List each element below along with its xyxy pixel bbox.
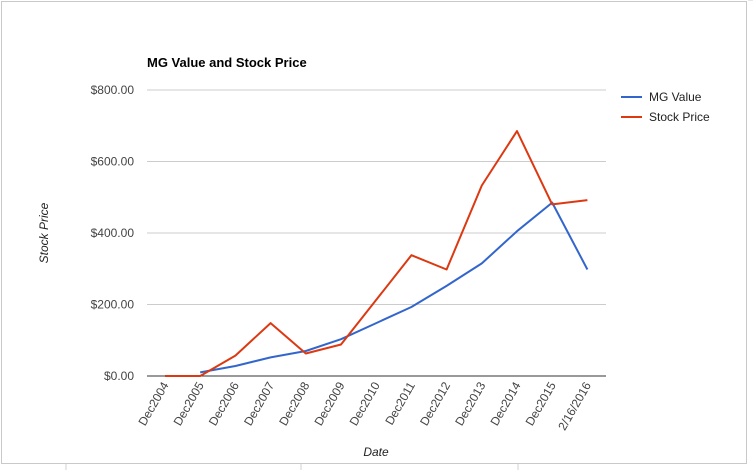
y-tick-labels: $0.00 $200.00 $400.00 $600.00 $800.00 [91,83,135,383]
series-line-stock-price[interactable] [165,130,588,377]
x-tick-label: Dec2009 [311,379,347,428]
x-tick-label: Dec2011 [382,379,418,427]
legend[interactable]: MG Value Stock Price [621,90,710,124]
y-tick-label: $400.00 [91,226,135,240]
x-tick-label: Dec2004 [135,379,171,428]
x-tick-label: Dec2006 [206,379,242,428]
x-tick-label: Dec2013 [452,379,488,428]
y-axis-title: Stock Price [37,202,51,263]
x-tick-label: Dec2005 [171,379,207,428]
y-tick-label: $200.00 [91,298,135,312]
x-tick-label: Dec2014 [487,379,523,428]
y-tick-label: $0.00 [104,369,134,383]
x-tick-labels: Dec2004 Dec2005 Dec2006 Dec2007 Dec2008 Dec20… [135,379,594,433]
series-line-mg-value[interactable] [200,201,589,374]
legend-label: MG Value [649,90,702,104]
x-tick-label: Dec2007 [241,379,277,428]
y-tick-label: $600.00 [91,155,135,169]
x-tick-label: Dec2008 [276,379,312,428]
x-axis-title: Date [363,445,389,459]
y-tick-label: $800.00 [91,83,135,97]
x-tick-label: 2/16/2016 [555,379,594,433]
x-tick-label: Dec2012 [417,379,453,428]
series-layer [165,130,589,377]
x-tick-label: Dec2015 [523,379,559,428]
x-tick-label: Dec2010 [347,379,383,428]
legend-label: Stock Price [649,110,710,124]
gridlines [147,89,606,377]
chart-title: MG Value and Stock Price [147,55,307,70]
